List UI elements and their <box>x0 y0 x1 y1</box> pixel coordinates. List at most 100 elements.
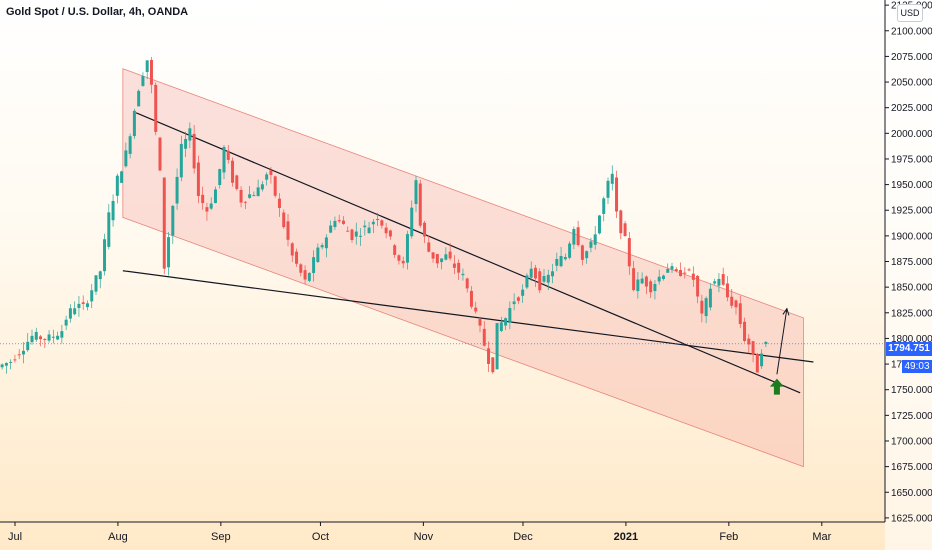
candle-body <box>512 301 516 305</box>
candle-body <box>158 137 162 171</box>
candle-body <box>751 341 755 355</box>
candle-body <box>132 110 136 137</box>
candle-body <box>94 275 98 292</box>
candle-body <box>337 220 341 222</box>
candle-body <box>149 59 153 85</box>
candle-body <box>585 251 589 259</box>
candle-body <box>388 230 392 237</box>
candle-body <box>248 194 252 198</box>
candle-body <box>670 266 674 270</box>
candle-body <box>196 162 200 196</box>
candle-body <box>555 258 559 266</box>
candle-body <box>636 279 640 292</box>
candle-body <box>171 205 175 236</box>
candle-body <box>9 361 13 363</box>
currency-button[interactable]: USD <box>897 4 923 22</box>
candle-timer-label: 49:03 <box>902 360 932 373</box>
candle-body <box>747 338 751 345</box>
candle-body <box>56 335 60 340</box>
candle-body <box>521 289 525 296</box>
candle-body <box>452 263 456 268</box>
candle-body <box>60 331 64 338</box>
candle-body <box>218 169 222 186</box>
candle-body <box>201 194 205 204</box>
y-tick-label: 2075.000 <box>891 52 932 63</box>
candle-body <box>167 237 171 268</box>
candle-body <box>482 328 486 346</box>
candle-body <box>192 133 196 169</box>
candle-body <box>627 238 631 267</box>
candle-body <box>226 150 230 160</box>
candle-body <box>427 242 431 252</box>
candle-body <box>461 273 465 276</box>
y-tick-label: 2000.000 <box>891 129 932 140</box>
candle-body <box>730 296 734 306</box>
candle-body <box>397 255 401 261</box>
candle-body <box>290 243 294 256</box>
y-tick-label: 1900.000 <box>891 231 932 242</box>
y-tick-label: 2050.000 <box>891 78 932 89</box>
candle-body <box>418 183 422 226</box>
candle-body <box>572 229 576 245</box>
candle-body <box>205 207 209 212</box>
x-tick-label: Mar <box>812 531 831 543</box>
y-tick-label: 1650.000 <box>891 488 932 499</box>
candle-body <box>444 254 448 260</box>
candle-body <box>299 264 303 273</box>
candle-body <box>316 247 320 263</box>
candle-body <box>661 275 665 280</box>
candle-body <box>0 364 4 368</box>
candle-body <box>410 207 414 237</box>
candle-body <box>755 354 759 373</box>
candle-body <box>533 267 537 279</box>
candle-body <box>269 170 273 175</box>
candle-body <box>26 341 30 351</box>
candle-body <box>568 243 572 258</box>
candle-body <box>653 283 657 292</box>
candle-body <box>179 143 183 178</box>
candle-body <box>103 239 107 272</box>
candle-body <box>469 290 473 307</box>
candle-body <box>431 252 435 259</box>
candle-body <box>188 128 192 141</box>
y-tick-label: 1675.000 <box>891 462 932 473</box>
y-tick-label: 2100.000 <box>891 26 932 37</box>
candle-body <box>649 281 653 293</box>
candle-body <box>487 348 491 364</box>
candle-body <box>405 234 409 263</box>
candle-body <box>324 237 328 249</box>
candle-body <box>43 338 47 340</box>
candle-body <box>610 173 614 184</box>
candle-body <box>239 189 243 203</box>
candle-body <box>499 322 503 331</box>
candle-body <box>423 222 427 237</box>
candle-body <box>34 331 38 340</box>
x-tick-label: Dec <box>513 531 533 543</box>
candle-body <box>90 290 94 302</box>
candle-body <box>145 60 149 73</box>
candle-body <box>691 273 695 280</box>
candle-body <box>252 195 256 197</box>
candle-body <box>474 307 478 312</box>
candle-body <box>341 220 345 224</box>
candle-body <box>162 177 166 269</box>
candle-body <box>124 150 128 167</box>
candle-body <box>115 175 119 196</box>
projection-arrow-line <box>776 308 788 375</box>
price-axis-bg <box>885 0 932 550</box>
candle-body <box>440 258 444 263</box>
candle-body <box>687 269 691 271</box>
candle-body <box>721 274 725 285</box>
candle-body <box>85 303 89 308</box>
candle-body <box>111 200 115 221</box>
candle-body <box>623 223 627 237</box>
x-tick-label: Nov <box>414 531 434 543</box>
candle-body <box>546 274 550 283</box>
candles <box>0 56 768 374</box>
candle-body <box>47 334 51 341</box>
candle-body <box>243 201 247 203</box>
candle-body <box>184 138 188 149</box>
x-tick-label: Jul <box>8 531 22 543</box>
